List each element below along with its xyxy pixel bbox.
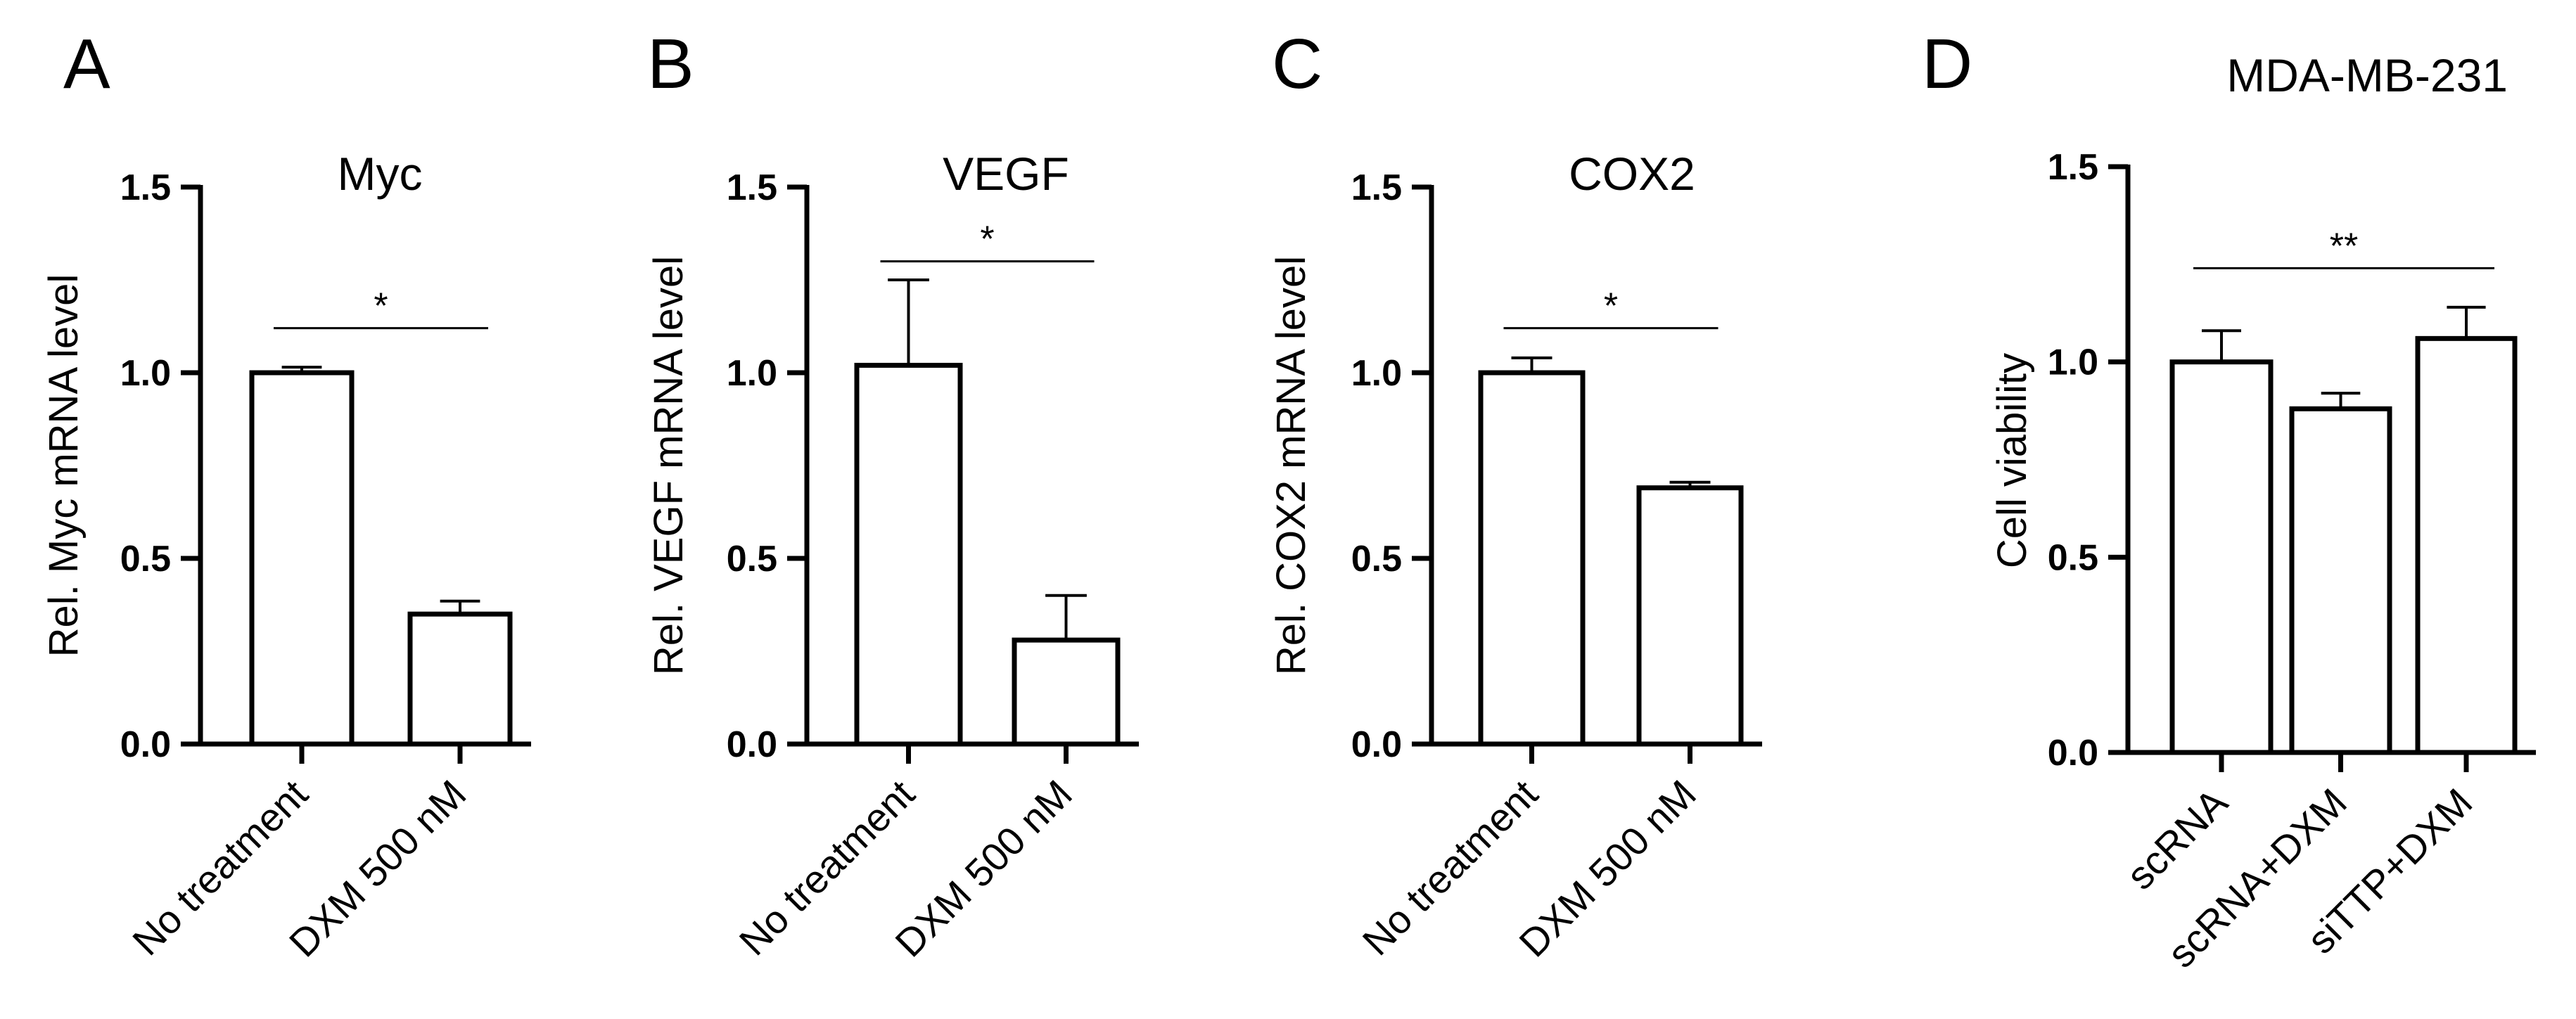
y-tick-label: 1.0 xyxy=(1351,353,1402,394)
bar xyxy=(1478,370,1586,747)
panel-letter: B xyxy=(647,25,694,103)
y-tick-label: 0.0 xyxy=(1351,724,1402,765)
y-tick-label: 1.0 xyxy=(120,353,171,394)
y-axis-label: Rel. COX2 mRNA level xyxy=(1268,256,1314,675)
chart-title: VEGF xyxy=(943,148,1069,200)
y-axis-label: Rel. VEGF mRNA level xyxy=(646,256,691,675)
significance-label: * xyxy=(980,219,994,260)
y-tick-label: 1.5 xyxy=(1351,167,1402,208)
y-tick-label: 0.5 xyxy=(120,539,171,579)
chart-title: Myc xyxy=(338,148,423,200)
y-tick-label: 0.0 xyxy=(2048,733,2098,774)
bar xyxy=(249,370,355,747)
bar xyxy=(1636,485,1744,747)
panel-letter: C xyxy=(1272,25,1322,103)
significance-label: * xyxy=(1604,286,1618,327)
y-tick-label: 0.5 xyxy=(1351,539,1402,579)
bar xyxy=(2289,406,2392,755)
significance-label: ** xyxy=(2330,226,2358,267)
y-tick-label: 0.0 xyxy=(120,724,171,765)
panel-letter: A xyxy=(63,25,110,103)
significance-label: * xyxy=(374,286,388,327)
chart-title: COX2 xyxy=(1569,148,1695,200)
y-tick-label: 0.5 xyxy=(2048,537,2098,578)
bar xyxy=(407,611,513,747)
panel-letter: D xyxy=(1922,25,1972,103)
bar xyxy=(1012,637,1121,747)
chart-title: MDA-MB-231 xyxy=(2226,49,2508,101)
y-tick-label: 1.0 xyxy=(727,353,777,394)
bar xyxy=(2415,335,2518,755)
bar xyxy=(854,362,963,747)
y-axis-label: Cell viability xyxy=(1989,353,2035,568)
chart-panel-d: D MDA-MB-231 Cell viability 0.0 0.5 1.0 1.5 scR… xyxy=(1922,25,2536,976)
y-tick-label: 1.5 xyxy=(2048,147,2098,188)
y-tick-label: 1.0 xyxy=(2048,342,2098,383)
bar xyxy=(2169,359,2274,755)
x-tick-label: scRNA xyxy=(2118,779,2236,897)
y-tick-label: 1.5 xyxy=(727,167,777,208)
y-tick-label: 0.0 xyxy=(727,724,777,765)
y-axis-label: Rel. Myc mRNA level xyxy=(41,274,87,658)
y-tick-label: 0.5 xyxy=(727,539,777,579)
y-tick-label: 1.5 xyxy=(120,167,171,208)
